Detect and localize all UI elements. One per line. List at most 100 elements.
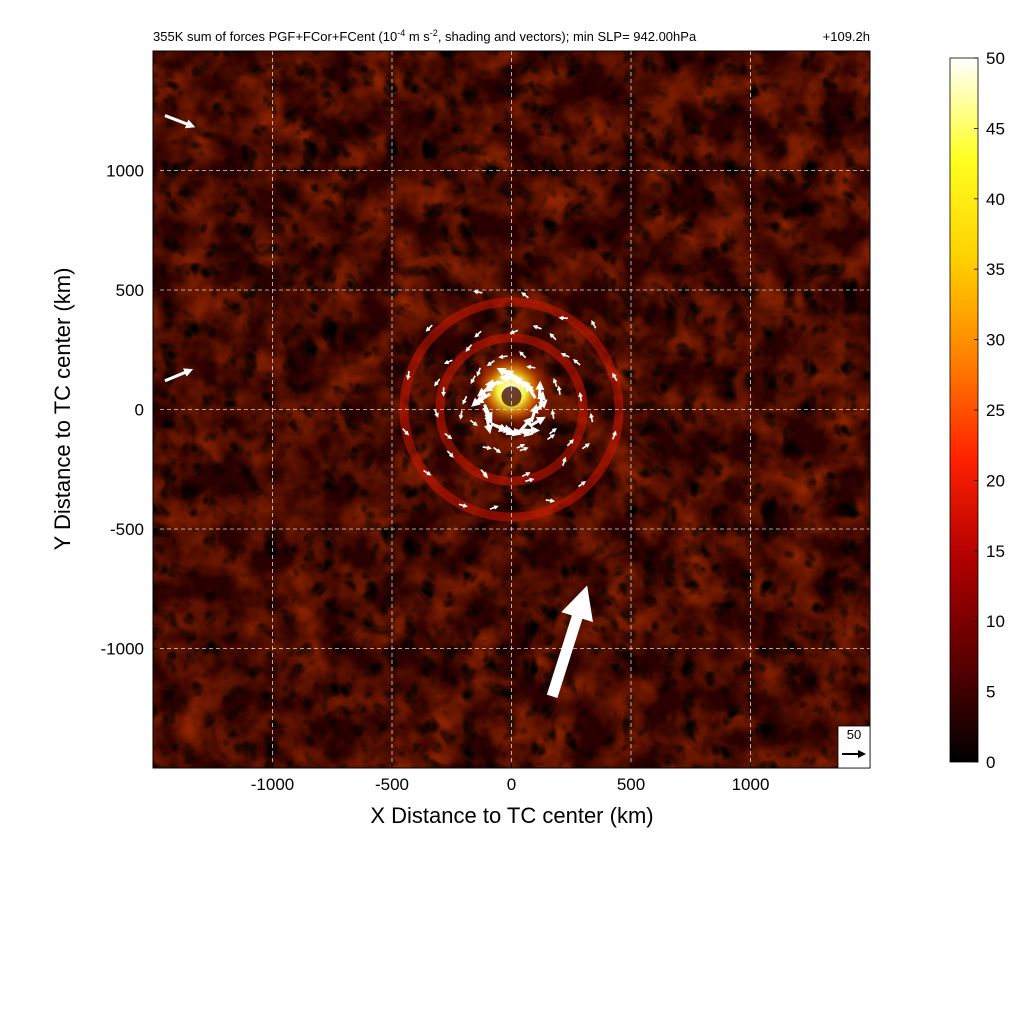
small-vector bbox=[591, 319, 597, 329]
small-vector bbox=[525, 477, 535, 483]
small-vector bbox=[572, 358, 581, 366]
chart-title: 355K sum of forces PGF+FCor+FCent (10-4 … bbox=[153, 28, 697, 44]
reference-vector-key: 50 bbox=[837, 725, 871, 769]
small-vector bbox=[512, 377, 531, 387]
small-vector bbox=[532, 325, 542, 330]
grid-layer bbox=[153, 51, 870, 768]
small-vector bbox=[402, 428, 410, 436]
small-vector bbox=[470, 375, 476, 384]
colorbar-tick-label: 15 bbox=[986, 542, 1005, 561]
small-vector bbox=[469, 419, 478, 426]
y-tick-label: 1000 bbox=[106, 162, 144, 181]
colorbar-tick-label: 40 bbox=[986, 190, 1005, 209]
small-vector bbox=[521, 472, 531, 478]
small-vector bbox=[556, 385, 562, 395]
small-vector bbox=[462, 395, 468, 405]
small-vector bbox=[529, 416, 546, 428]
small-vector bbox=[498, 373, 518, 383]
small-vector bbox=[482, 407, 493, 425]
small-vector bbox=[471, 393, 487, 407]
small-vector bbox=[549, 332, 557, 341]
small-vector bbox=[484, 415, 493, 435]
vector-layer bbox=[164, 114, 593, 698]
small-vector bbox=[476, 367, 482, 377]
small-vector bbox=[552, 377, 558, 387]
small-vector bbox=[476, 384, 493, 397]
small-vector bbox=[423, 469, 432, 476]
small-vector bbox=[537, 390, 546, 410]
small-vector bbox=[446, 450, 454, 458]
colorbar-tick-label: 35 bbox=[986, 260, 1005, 279]
force-vector bbox=[546, 585, 593, 698]
small-vector bbox=[519, 446, 529, 452]
small-vector bbox=[493, 446, 502, 454]
small-vector bbox=[465, 344, 473, 352]
small-vector bbox=[434, 378, 441, 387]
small-vector bbox=[581, 443, 590, 450]
x-tick-label: -1000 bbox=[251, 775, 294, 794]
colorbar-tick-label: 30 bbox=[986, 331, 1005, 350]
colorbar: 0 5 10 15 20 25 30 35 40 45 50 bbox=[949, 49, 1005, 772]
small-vector bbox=[549, 428, 557, 435]
x-tick-label: 1000 bbox=[732, 775, 770, 794]
y-axis: -1000 -500 0 500 1000 bbox=[101, 162, 158, 659]
colorbar-tick-label: 0 bbox=[986, 753, 995, 772]
small-vector bbox=[577, 481, 587, 488]
small-vector bbox=[482, 445, 492, 451]
y-tick-label: -1000 bbox=[101, 640, 144, 659]
y-tick-label: 500 bbox=[116, 281, 144, 300]
small-vector bbox=[496, 367, 514, 379]
small-vector bbox=[578, 391, 583, 402]
small-vector bbox=[503, 427, 522, 437]
small-vector bbox=[550, 409, 556, 419]
colorbar-tick-label: 25 bbox=[986, 401, 1005, 420]
reference-vector-label: 50 bbox=[847, 727, 861, 742]
small-vector bbox=[516, 443, 526, 449]
x-axis: -1000 -500 0 500 1000 bbox=[251, 763, 770, 794]
y-axis-label: Y Distance to TC center (km) bbox=[50, 268, 75, 551]
x-tick-label: 0 bbox=[507, 775, 516, 794]
small-vector bbox=[473, 289, 483, 295]
small-vector bbox=[458, 503, 468, 508]
small-vector bbox=[489, 505, 499, 510]
ring-2 bbox=[399, 297, 624, 522]
small-vector bbox=[612, 430, 617, 440]
small-vector bbox=[425, 324, 433, 332]
y-tick-label: -500 bbox=[110, 520, 144, 539]
plot-area bbox=[153, 51, 870, 768]
small-vector bbox=[521, 292, 529, 299]
small-vector bbox=[444, 432, 453, 440]
colorbar-tick-label: 50 bbox=[986, 49, 1005, 68]
small-vector bbox=[560, 352, 570, 358]
y-tick-label: 0 bbox=[135, 401, 144, 420]
colorbar-gradient bbox=[949, 57, 979, 763]
small-vector bbox=[535, 380, 545, 400]
small-vector bbox=[481, 470, 488, 479]
small-vector bbox=[498, 354, 508, 360]
small-vector bbox=[406, 370, 411, 381]
force-vector bbox=[164, 114, 196, 129]
small-vector bbox=[589, 412, 594, 423]
small-vector bbox=[434, 408, 439, 418]
small-vector bbox=[509, 329, 519, 335]
chart-time: +109.2h bbox=[823, 29, 870, 44]
small-vector bbox=[519, 351, 527, 359]
small-vector bbox=[526, 364, 536, 370]
small-vector bbox=[486, 359, 495, 367]
small-vector bbox=[566, 439, 574, 447]
small-vector bbox=[514, 428, 534, 437]
x-tick-label: 500 bbox=[617, 775, 645, 794]
small-vector bbox=[458, 410, 464, 420]
small-vector bbox=[561, 456, 567, 466]
colorbar-ticks: 0 5 10 15 20 25 30 35 40 45 50 bbox=[974, 49, 1005, 772]
x-axis-label: X Distance to TC center (km) bbox=[370, 803, 653, 828]
colorbar-tick-label: 20 bbox=[986, 471, 1005, 490]
small-vector bbox=[443, 359, 453, 365]
colorbar-tick-label: 10 bbox=[986, 612, 1005, 631]
small-arrows-layer bbox=[402, 289, 618, 510]
force-vector bbox=[164, 368, 194, 383]
small-vector bbox=[546, 434, 556, 441]
colorbar-tick-label: 45 bbox=[986, 119, 1005, 138]
small-vector bbox=[545, 498, 556, 504]
